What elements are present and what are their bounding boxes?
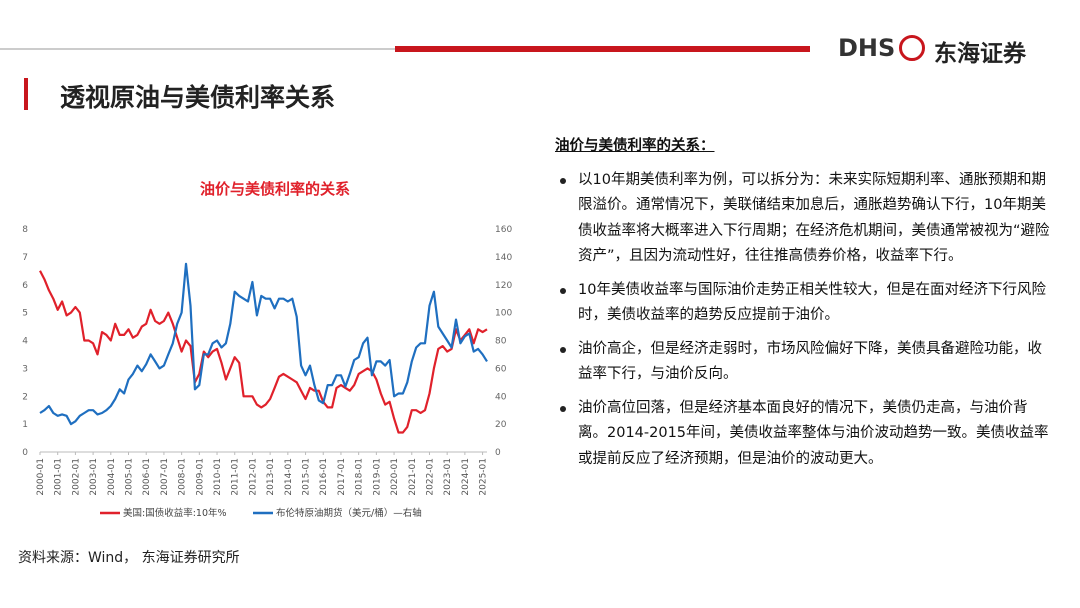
y2-tick-label: 80 <box>495 337 507 347</box>
x-tick-label: 2025-01 <box>479 458 489 496</box>
y2-tick-label: 140 <box>495 253 512 263</box>
logo-name: 东海证券 <box>934 41 1026 67</box>
y2-tick-label: 40 <box>495 392 507 402</box>
header-bar <box>395 46 810 52</box>
legend-label: 美国:国债收益率:10年% <box>123 507 227 519</box>
series-line <box>39 262 488 426</box>
x-tick-label: 2017-01 <box>337 458 347 496</box>
x-tick-label: 2003-01 <box>89 458 99 496</box>
x-tick-label: 2024-01 <box>461 458 471 496</box>
y2-tick-label: 0 <box>495 448 501 458</box>
logo-icon <box>899 35 925 61</box>
logo-abbr: DHS <box>838 34 896 62</box>
title-accent <box>24 78 28 110</box>
x-tick-label: 2021-01 <box>408 458 418 496</box>
y-tick-label: 8 <box>22 225 28 235</box>
x-tick-label: 2013-01 <box>266 458 276 496</box>
x-tick-label: 2010-01 <box>213 458 223 496</box>
bullet: 油价高位回落，但是经济基本面良好的情况下，美债仍走高，与油价背离。2014-20… <box>555 396 1055 473</box>
header-rule <box>0 48 395 50</box>
bullet: 油价高企，但是经济走弱时，市场风险偏好下降，美债具备避险功能，收益率下行，与油价… <box>555 337 1055 388</box>
y2-tick-label: 160 <box>495 225 512 235</box>
x-tick-label: 2004-01 <box>107 458 117 496</box>
y-tick-label: 0 <box>22 448 28 458</box>
x-tick-label: 2014-01 <box>284 458 294 496</box>
legend-label: 布伦特原油期货（美元/桶）—右轴 <box>276 507 422 519</box>
x-tick-label: 2016-01 <box>319 458 329 496</box>
x-tick-label: 2015-01 <box>302 458 312 496</box>
x-tick-label: 2023-01 <box>443 458 453 496</box>
notes-heading: 油价与美债利率的关系： <box>555 138 715 154</box>
y-tick-label: 6 <box>22 281 28 291</box>
x-tick-label: 2018-01 <box>355 458 365 496</box>
y-tick-label: 3 <box>22 364 28 374</box>
x-tick-label: 2007-01 <box>160 458 170 496</box>
y-tick-label: 4 <box>22 337 28 347</box>
x-tick-label: 2008-01 <box>178 458 188 496</box>
x-tick-label: 2001-01 <box>54 458 64 496</box>
x-tick-label: 2011-01 <box>231 458 241 496</box>
y-tick-label: 2 <box>22 392 28 402</box>
y-tick-label: 1 <box>22 420 28 430</box>
y-tick-label: 5 <box>22 309 28 319</box>
x-tick-label: 2020-01 <box>390 458 400 496</box>
notes: 油价与美债利率的关系： 以10年期美债利率为例，可以拆分为：未来实际短期利率、通… <box>555 134 1055 480</box>
y2-tick-label: 120 <box>495 281 512 291</box>
bullet: 以10年期美债利率为例，可以拆分为：未来实际短期利率、通胀预期和期限溢价。通常情… <box>555 168 1055 270</box>
y2-tick-label: 60 <box>495 364 507 374</box>
x-tick-label: 2000-01 <box>36 458 46 496</box>
bullet: 10年美债收益率与国际油价走势正相关性较大，但是在面对经济下行风险时，美债收益率… <box>555 278 1055 329</box>
x-tick-label: 2002-01 <box>71 458 81 496</box>
chart-title: 油价与美债利率的关系 <box>200 180 350 198</box>
x-tick-label: 2006-01 <box>142 458 152 496</box>
y-tick-label: 7 <box>22 253 28 263</box>
y2-tick-label: 20 <box>495 420 507 430</box>
x-tick-label: 2012-01 <box>248 458 258 496</box>
source: 资料来源：Wind， 东海证券研究所 <box>18 550 240 566</box>
y2-tick-label: 100 <box>495 309 512 319</box>
x-tick-label: 2022-01 <box>425 458 435 496</box>
x-tick-label: 2009-01 <box>195 458 205 496</box>
chart: 油价与美债利率的关系 01234567802040608010012014016… <box>22 180 512 519</box>
x-tick-label: 2019-01 <box>372 458 382 496</box>
x-tick-label: 2005-01 <box>125 458 135 496</box>
slide-title: 透视原油与美债利率关系 <box>60 83 336 112</box>
series-line <box>39 270 488 434</box>
